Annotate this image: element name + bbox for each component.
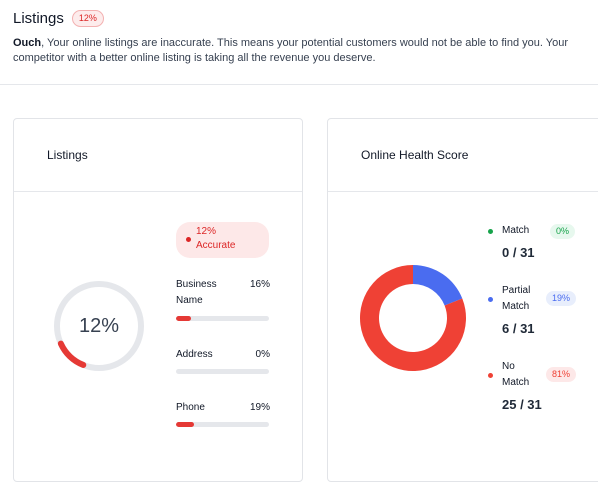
legend-label: No Match [502, 361, 530, 388]
listings-score-badge: 12% [71, 10, 104, 27]
metric-value: 19% [249, 402, 270, 413]
metric-label: Address [176, 349, 213, 360]
metric-label: Phone [176, 402, 205, 413]
gauge-ring [53, 281, 144, 371]
no-match-dot-icon [488, 373, 493, 378]
legend-match: Match 0% 0 / 31 [488, 223, 588, 263]
accuracy-pill: 12% Accurate [176, 222, 269, 258]
gauge-value: 12% [78, 314, 120, 337]
health-donut-chart [360, 265, 466, 371]
metric-bar-track [176, 422, 269, 427]
legend-count: 6 / 31 [502, 321, 535, 336]
header-divider [0, 84, 598, 85]
metric-business-name: Business Name 16% [176, 277, 270, 323]
metric-bar-track [176, 369, 269, 374]
description-text: , Your online listings are inaccurate. T… [13, 37, 569, 64]
partial-match-dot-icon [488, 297, 493, 302]
legend-percent-badge: 0% [550, 224, 576, 239]
legend-count: 25 / 31 [502, 397, 542, 412]
legend-percent-badge: 81% [546, 367, 577, 382]
accuracy-gauge: 12% [52, 279, 146, 373]
health-card-title: Online Health Score [328, 119, 598, 192]
metric-value: 16% [249, 279, 270, 290]
page-title: Listings [13, 10, 64, 27]
listings-header: Listings 12% Ouch, Your online listings … [13, 10, 593, 66]
listings-card: Listings 12% 12% Accurate Business Name … [13, 118, 303, 482]
listings-card-title: Listings [14, 119, 302, 192]
legend-no-match: No Match 81% 25 / 31 [488, 359, 588, 415]
gauge-track [54, 281, 144, 371]
legend-label: Match [502, 225, 530, 236]
metric-bar-track [176, 316, 269, 321]
title-row: Listings 12% [13, 10, 593, 27]
metric-address: Address 0% [176, 347, 270, 377]
legend-partial-match: Partial Match 19% 6 / 31 [488, 283, 588, 339]
legend-count: 0 / 31 [502, 245, 535, 260]
gauge-arc [53, 281, 144, 371]
match-dot-icon [488, 229, 493, 234]
metric-label: Business Name [176, 279, 217, 306]
legend-percent-badge: 19% [546, 291, 577, 306]
listings-description: Ouch, Your online listings are inaccurat… [13, 36, 588, 66]
metric-bar-fill [176, 422, 194, 427]
online-health-card: Online Health Score Match 0% 0 / 31 Part… [327, 118, 598, 482]
description-emphasis: Ouch [13, 37, 42, 49]
metric-bar-fill [176, 316, 191, 321]
metric-value: 0% [255, 349, 270, 360]
donut-segment-no-match [360, 265, 466, 371]
accuracy-pill-value: 12% [196, 226, 217, 237]
metric-phone: Phone 19% [176, 400, 270, 430]
donut-segment-partial-match [413, 265, 463, 306]
legend-label: Partial Match [502, 285, 531, 312]
accuracy-dot-icon [186, 237, 191, 242]
accuracy-pill-label: Accurate [196, 240, 236, 251]
